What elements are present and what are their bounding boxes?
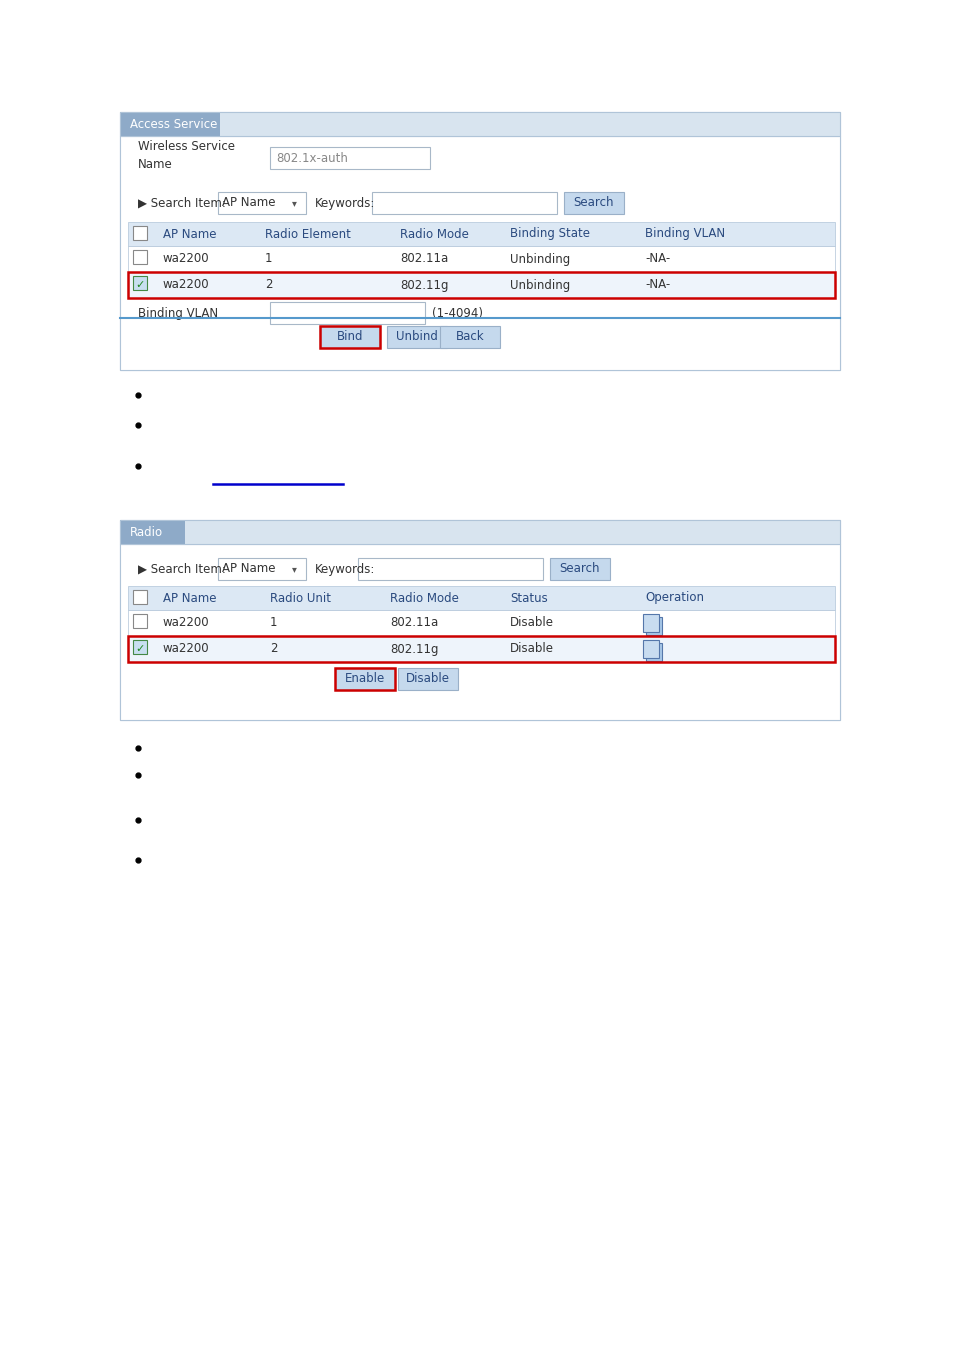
Text: Operation: Operation xyxy=(644,591,703,605)
Bar xyxy=(128,610,834,636)
Bar xyxy=(132,614,147,628)
Text: 2: 2 xyxy=(265,278,273,292)
Bar xyxy=(128,271,834,298)
Text: Radio Mode: Radio Mode xyxy=(390,591,458,605)
Text: Back: Back xyxy=(456,331,484,343)
Bar xyxy=(218,192,306,215)
Text: 1: 1 xyxy=(270,617,277,629)
Text: ▾: ▾ xyxy=(292,564,296,574)
Bar xyxy=(335,668,395,690)
Text: Disable: Disable xyxy=(406,672,450,686)
Bar xyxy=(218,558,306,580)
Bar xyxy=(128,636,834,661)
Text: 2: 2 xyxy=(270,643,277,656)
Text: 802.11a: 802.11a xyxy=(390,617,437,629)
Text: AP Name: AP Name xyxy=(163,591,216,605)
Bar xyxy=(642,640,659,657)
Text: ✓: ✓ xyxy=(135,279,144,290)
Bar xyxy=(132,640,147,653)
Bar xyxy=(185,520,840,544)
Text: -NA-: -NA- xyxy=(644,252,670,266)
Bar xyxy=(335,668,395,690)
Text: Bind: Bind xyxy=(336,331,363,343)
Bar xyxy=(132,225,147,240)
Text: 1: 1 xyxy=(265,252,273,266)
Bar xyxy=(387,325,447,348)
Text: Radio Element: Radio Element xyxy=(265,228,351,240)
Text: Unbinding: Unbinding xyxy=(510,252,570,266)
Bar xyxy=(128,636,834,661)
Bar xyxy=(397,668,457,690)
Text: Search: Search xyxy=(573,197,614,209)
Bar xyxy=(645,617,661,634)
Text: ▶ Search Item:: ▶ Search Item: xyxy=(138,563,226,575)
Text: Enable: Enable xyxy=(345,672,385,686)
Text: wa2200: wa2200 xyxy=(163,617,210,629)
Text: Access Service: Access Service xyxy=(130,117,217,131)
Text: Status: Status xyxy=(510,591,547,605)
Text: Unbind: Unbind xyxy=(395,331,437,343)
Text: Keywords:: Keywords: xyxy=(314,563,375,575)
Text: 802.11g: 802.11g xyxy=(399,278,448,292)
Text: Binding VLAN: Binding VLAN xyxy=(644,228,724,240)
Text: Radio: Radio xyxy=(130,525,163,539)
Text: wa2200: wa2200 xyxy=(163,643,210,656)
Bar xyxy=(120,544,840,720)
Text: Name: Name xyxy=(138,158,172,171)
Text: Radio Unit: Radio Unit xyxy=(270,591,331,605)
Text: 802.11g: 802.11g xyxy=(390,643,438,656)
Bar xyxy=(128,586,834,610)
Bar xyxy=(120,520,185,544)
Text: (1-4094): (1-4094) xyxy=(432,306,482,320)
Bar xyxy=(563,192,623,215)
Bar xyxy=(120,112,840,136)
Text: Wireless Service: Wireless Service xyxy=(138,140,234,154)
Bar xyxy=(132,250,147,265)
Text: AP Name: AP Name xyxy=(222,563,275,575)
Bar xyxy=(120,520,840,720)
Bar xyxy=(372,192,557,215)
Text: Unbinding: Unbinding xyxy=(510,278,570,292)
Bar xyxy=(132,590,147,603)
Bar xyxy=(128,271,834,298)
Text: 802.1x-auth: 802.1x-auth xyxy=(275,151,348,165)
Bar xyxy=(120,520,840,544)
Text: wa2200: wa2200 xyxy=(163,252,210,266)
Bar xyxy=(120,112,220,136)
Bar xyxy=(645,643,661,662)
Text: wa2200: wa2200 xyxy=(163,278,210,292)
Text: -NA-: -NA- xyxy=(644,278,670,292)
Bar xyxy=(128,221,834,246)
Bar xyxy=(439,325,499,348)
Bar xyxy=(319,325,379,348)
Bar xyxy=(220,112,840,136)
Bar xyxy=(642,614,659,632)
Bar xyxy=(319,325,379,348)
Bar xyxy=(132,275,147,290)
Bar xyxy=(270,302,424,324)
Bar xyxy=(550,558,609,580)
Text: Disable: Disable xyxy=(510,617,554,629)
Bar xyxy=(128,246,834,271)
Bar xyxy=(120,112,840,370)
Text: Binding VLAN: Binding VLAN xyxy=(138,306,218,320)
Text: Search: Search xyxy=(559,563,599,575)
Text: Radio Mode: Radio Mode xyxy=(399,228,468,240)
Bar xyxy=(357,558,542,580)
Text: ✓: ✓ xyxy=(135,644,144,653)
Text: Disable: Disable xyxy=(510,643,554,656)
Text: ▾: ▾ xyxy=(292,198,296,208)
Text: 802.11a: 802.11a xyxy=(399,252,448,266)
Text: Binding State: Binding State xyxy=(510,228,589,240)
Text: AP Name: AP Name xyxy=(222,197,275,209)
Text: Keywords:: Keywords: xyxy=(314,197,375,209)
Text: ▶ Search Item:: ▶ Search Item: xyxy=(138,197,226,209)
Bar xyxy=(120,136,840,370)
Text: AP Name: AP Name xyxy=(163,228,216,240)
Bar xyxy=(270,147,430,169)
